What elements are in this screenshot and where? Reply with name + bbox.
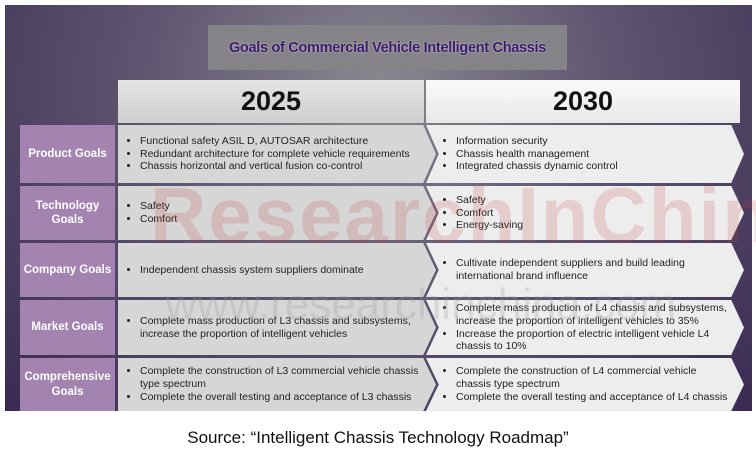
bullet-item: Cultivate independent suppliers and buil… [456, 257, 734, 283]
bullet-item: Complete mass production of L3 chassis a… [140, 315, 420, 341]
bullet-item: Integrated chassis dynamic control [456, 160, 618, 173]
cell-2030-bg [426, 186, 744, 240]
bullet-item: Complete the overall testing and accepta… [140, 391, 420, 404]
bullet-item: Complete the construction of L3 commerci… [140, 365, 420, 391]
bullet-item: Independent chassis system suppliers dom… [140, 264, 364, 277]
goal-row: Company Goals Independent chassis system… [0, 243, 756, 297]
cell-2030-bg [426, 358, 744, 411]
bullet-item: Increase the proportion of electric inte… [456, 328, 734, 354]
cell-y2030: Complete the construction of L4 commerci… [444, 358, 734, 411]
cell-2025-bg [118, 300, 436, 355]
bullet-item: Comfort [456, 207, 523, 220]
row-label: Market Goals [20, 300, 115, 355]
cell-y2025: SafetyComfort [128, 186, 420, 240]
cell-y2025: Independent chassis system suppliers dom… [128, 243, 420, 297]
bullet-item: Information security [456, 135, 618, 148]
watermark-url: www.researchinchina.com [165, 280, 677, 329]
bullet-item: Chassis horizontal and vertical fusion c… [140, 160, 410, 173]
cell-2030-bg [426, 300, 744, 355]
row-label: Technology Goals [20, 186, 115, 240]
source-caption: Source: “Intelligent Chassis Technology … [187, 428, 569, 447]
cell-y2025: Complete the construction of L3 commerci… [128, 358, 420, 411]
watermark-logo: ResearchInChina [150, 171, 756, 259]
bullet-item: Functional safety ASIL D, AUTOSAR archit… [140, 135, 410, 148]
bullet-item: Comfort [140, 213, 177, 226]
cell-2025-bg [118, 125, 436, 183]
bullet-item: Energy-saving [456, 219, 523, 232]
bullet-item: Safety [140, 200, 177, 213]
page-title: Goals of Commercial Vehicle Intelligent … [208, 25, 567, 70]
cell-2025-bg [118, 358, 436, 411]
bullet-item: Chassis health management [456, 148, 618, 161]
year-header-2025: 2025 [118, 80, 424, 123]
cell-y2030: Cultivate independent suppliers and buil… [444, 243, 734, 297]
bullet-item: Complete the construction of L4 commerci… [456, 365, 734, 391]
cell-y2025: Functional safety ASIL D, AUTOSAR archit… [128, 125, 420, 183]
cell-2025-bg [118, 186, 436, 240]
row-label: Product Goals [20, 125, 115, 183]
cell-y2025: Complete mass production of L3 chassis a… [128, 300, 420, 355]
cell-2025-bg [118, 243, 436, 297]
bullet-item: Safety [456, 194, 523, 207]
cell-2030-bg [426, 125, 744, 183]
cell-y2030: Complete mass production of L4 chassis a… [444, 300, 734, 355]
goal-row: Product Goals Functional safety ASIL D, … [0, 125, 756, 183]
cell-2030-bg [426, 243, 744, 297]
bullet-item: Redundant architecture for complete vehi… [140, 148, 410, 161]
year-header-2030: 2030 [426, 80, 740, 123]
bullet-item: Complete the overall testing and accepta… [456, 391, 734, 404]
goal-row: Market Goals Complete mass production of… [0, 300, 756, 355]
row-label: Comprehensive Goals [20, 358, 115, 411]
cell-y2030: Information securityChassis health manag… [444, 125, 734, 183]
goal-row: Technology Goals SafetyComfortSafetyComf… [0, 186, 756, 240]
goal-row: Comprehensive Goals Complete the constru… [0, 358, 756, 411]
cell-y2030: SafetyComfortEnergy-saving [444, 186, 734, 240]
row-label: Company Goals [20, 243, 115, 297]
bullet-item: Complete mass production of L4 chassis a… [456, 302, 734, 328]
